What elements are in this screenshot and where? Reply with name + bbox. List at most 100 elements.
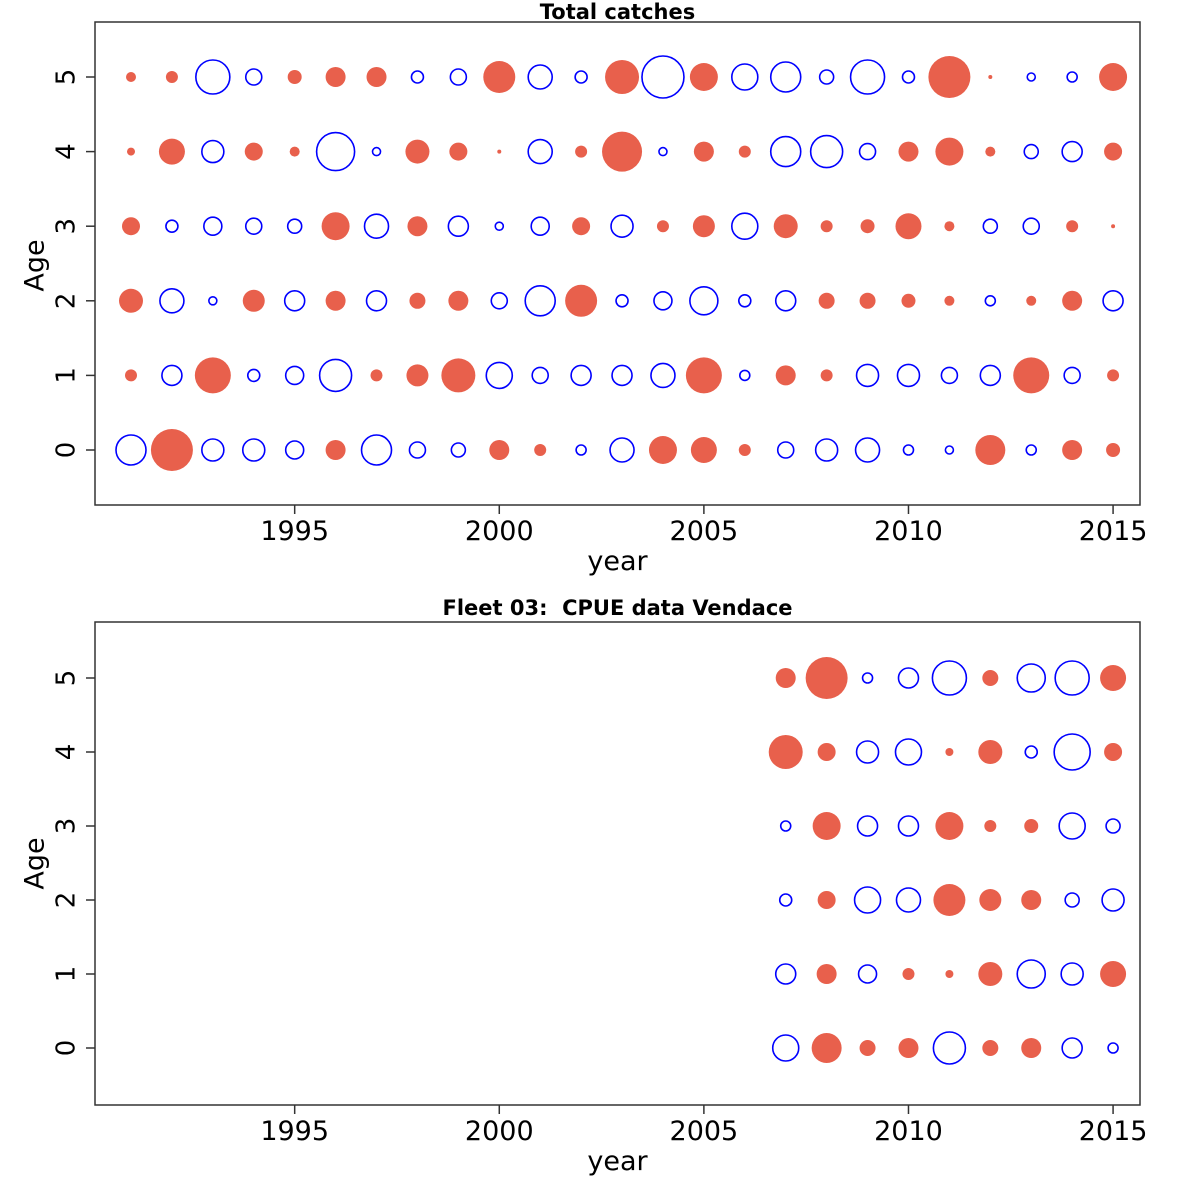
bubble-filled bbox=[978, 962, 1003, 986]
bubble-filled bbox=[565, 284, 598, 317]
x-tick-label: 2015 bbox=[1079, 1116, 1148, 1147]
y-tick-label: 1 bbox=[52, 367, 82, 384]
bubble-filled bbox=[321, 212, 350, 241]
bubble-open bbox=[1105, 818, 1121, 834]
bubble-open bbox=[1023, 143, 1040, 160]
bubble-filled bbox=[928, 56, 971, 98]
bubble-open bbox=[408, 441, 427, 459]
bubble-open bbox=[524, 284, 557, 317]
bubble-filled bbox=[775, 365, 796, 386]
bubble-filled bbox=[1106, 443, 1121, 457]
bubble-filled bbox=[1021, 1038, 1042, 1058]
bubble-filled bbox=[572, 217, 591, 236]
bubble-filled bbox=[605, 60, 640, 94]
bubble-filled bbox=[289, 146, 300, 157]
bubble-filled bbox=[325, 67, 346, 87]
bubble-open bbox=[932, 1031, 967, 1065]
x-tick-label: 2010 bbox=[874, 1116, 943, 1147]
bubble-filled bbox=[448, 290, 469, 311]
bubble-filled bbox=[1100, 665, 1127, 691]
bubble-filled bbox=[859, 1040, 876, 1056]
bubble-filled bbox=[816, 964, 837, 984]
bubble-filled bbox=[898, 141, 919, 162]
bubble-filled bbox=[534, 444, 547, 456]
bubble-open bbox=[360, 434, 393, 466]
y-tick-label: 4 bbox=[52, 143, 82, 160]
x-tick-label: 2015 bbox=[1079, 516, 1148, 547]
bubble-filled bbox=[768, 735, 803, 769]
bubble-open bbox=[979, 364, 1002, 387]
bubble-open bbox=[814, 438, 839, 462]
bubble-filled bbox=[244, 142, 263, 161]
bubble-filled bbox=[944, 295, 955, 306]
bubble-filled bbox=[125, 369, 137, 382]
bubble-filled bbox=[805, 657, 848, 699]
bubble-open bbox=[689, 285, 719, 316]
y-tick-label: 0 bbox=[52, 1040, 82, 1057]
bubble-filled bbox=[820, 369, 833, 382]
bubble-filled bbox=[689, 63, 718, 91]
plot-box bbox=[94, 621, 1141, 1106]
bubble-filled bbox=[407, 216, 428, 237]
y-tick-label: 4 bbox=[52, 744, 82, 761]
bubble-filled bbox=[122, 217, 140, 236]
y-tick-label: 5 bbox=[52, 69, 82, 86]
bubble-open bbox=[769, 61, 802, 93]
bubble-filled bbox=[165, 71, 178, 83]
bubble-open bbox=[318, 358, 353, 393]
bubble-open bbox=[531, 366, 550, 385]
bubble-filled bbox=[692, 215, 715, 238]
bubble-open bbox=[894, 738, 923, 766]
bubble-open bbox=[1061, 140, 1083, 163]
bubble-filled bbox=[820, 220, 833, 233]
bubble-open bbox=[855, 363, 880, 388]
bubble-open bbox=[1101, 888, 1125, 912]
bubble-open bbox=[371, 146, 382, 157]
bubble-open bbox=[940, 366, 959, 385]
bubble-filled bbox=[127, 147, 135, 156]
bubble-open bbox=[574, 70, 588, 84]
bubble-open bbox=[1060, 962, 1084, 986]
bubble-open bbox=[897, 815, 920, 837]
bubble-open bbox=[944, 445, 955, 455]
bubble-filled bbox=[1066, 220, 1079, 233]
bubble-filled bbox=[602, 131, 643, 172]
bubble-filled bbox=[1100, 961, 1127, 987]
bubble-open bbox=[284, 440, 305, 460]
bubble-filled bbox=[693, 141, 714, 162]
bubble-open bbox=[901, 70, 916, 84]
bubble-open bbox=[641, 55, 685, 99]
bubble-filled bbox=[449, 142, 468, 161]
bubble-filled bbox=[366, 67, 387, 87]
bubble-open bbox=[861, 672, 874, 684]
bubble-open bbox=[410, 70, 425, 84]
bubble-filled bbox=[656, 220, 669, 233]
bubble-filled bbox=[775, 668, 796, 688]
bubble-filled bbox=[1104, 142, 1123, 161]
x-tick-label: 2000 bbox=[465, 516, 534, 547]
bubble-filled bbox=[1026, 295, 1037, 306]
bubble-filled bbox=[933, 884, 966, 916]
bubble-open bbox=[447, 215, 470, 237]
bubble-open bbox=[1026, 72, 1037, 82]
bubble-open bbox=[982, 218, 999, 234]
bubble-open bbox=[658, 146, 668, 157]
bubble-open bbox=[201, 438, 225, 462]
bubble-filled bbox=[1107, 369, 1120, 382]
y-tick-label: 3 bbox=[52, 818, 82, 835]
bubble-filled bbox=[817, 891, 836, 909]
bubble-open bbox=[774, 289, 797, 312]
bubble-open bbox=[771, 1034, 800, 1062]
bubble-open bbox=[195, 59, 231, 95]
bubble-open bbox=[1054, 660, 1090, 696]
bubble-open bbox=[363, 213, 390, 239]
bubble-filled bbox=[982, 670, 999, 686]
bubble-open bbox=[115, 434, 147, 466]
bubble-filled bbox=[979, 889, 1002, 911]
bubble-open bbox=[159, 287, 185, 314]
bubble-open bbox=[284, 365, 305, 386]
bubble-open bbox=[857, 964, 878, 984]
bubble-filled bbox=[773, 214, 798, 239]
bubble-open bbox=[208, 295, 218, 306]
